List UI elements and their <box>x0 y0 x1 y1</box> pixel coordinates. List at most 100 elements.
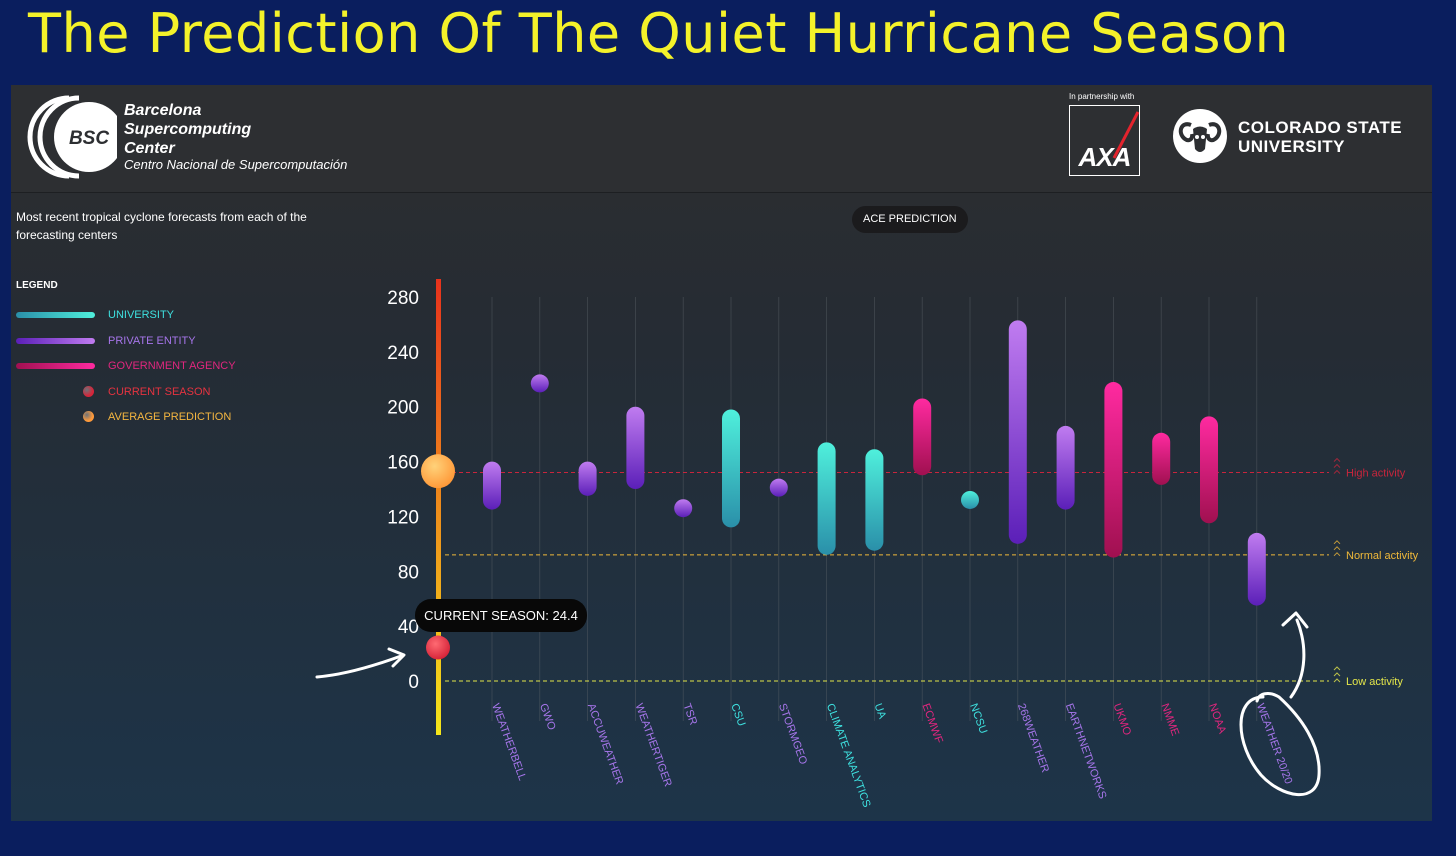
x-tick-label: UKMO <box>1111 702 1134 738</box>
chevron-stroke <box>1333 666 1341 671</box>
hand-drawn-circle <box>1239 692 1321 796</box>
ace-chart: High activity Normal activity Low activity… <box>315 279 1419 809</box>
chevron-stroke <box>1333 552 1341 557</box>
csu-name: COLORADO STATE UNIVERSITY <box>1238 118 1402 156</box>
forecast-bar <box>865 449 884 551</box>
partnership-note: In partnership with <box>1069 92 1135 101</box>
legend-item[interactable]: CURRENT SEASON <box>16 384 276 400</box>
forecast-bar <box>1247 532 1266 606</box>
chevron-stroke <box>1333 672 1341 677</box>
y-tick-label: 120 <box>387 507 419 528</box>
hand-drawn-arrow <box>1289 618 1306 699</box>
legend-item[interactable]: PRIVATE ENTITY <box>16 333 276 349</box>
y-tick-label: 80 <box>398 562 419 583</box>
csu-name-line: COLORADO STATE <box>1238 118 1403 137</box>
current-season-marker <box>426 635 450 660</box>
header-bar: BSC Barcelona Supercomputing Center Cent… <box>11 85 1432 193</box>
forecast-bar <box>913 398 932 476</box>
bsc-name-line: Supercomputing <box>124 121 252 138</box>
legend-label: AVERAGE PREDICTION <box>108 411 232 423</box>
current-season-tooltip: CURRENT SEASON: 24.4 <box>415 599 587 632</box>
forecast-bar <box>1152 432 1171 485</box>
legend-swatch <box>16 338 95 344</box>
threshold-label: Low activity <box>1346 676 1403 688</box>
y-tick-label: 280 <box>387 288 419 309</box>
ace-prediction-badge[interactable]: ACE PREDICTION <box>852 206 968 233</box>
x-tick-label: NMME <box>1158 702 1181 738</box>
axa-logo: AXA <box>1069 105 1140 176</box>
average-prediction-marker <box>421 454 455 489</box>
hand-drawn-arrowhead <box>1281 611 1309 629</box>
forecast-bar <box>722 409 740 528</box>
slide-title: The Prediction Of The Quiet Hurricane Se… <box>28 2 1290 65</box>
chevron-up-icon <box>1333 540 1341 557</box>
csu-name-line: UNIVERSITY <box>1238 137 1346 156</box>
bsc-logo-text: BSC <box>69 128 109 149</box>
chevron-up-icon <box>1333 457 1341 474</box>
legend-swatch <box>16 363 95 369</box>
legend-swatch <box>83 411 94 422</box>
bsc-logo-icon: BSC <box>27 95 117 179</box>
legend-item[interactable]: GOVERNMENT AGENCY <box>16 358 276 374</box>
x-tick-label: CLIMATE ANALYTICS <box>824 702 873 809</box>
legend-title: LEGEND <box>16 280 58 291</box>
chevron-stroke <box>1333 469 1341 474</box>
legend-label: UNIVERSITY <box>108 309 175 321</box>
legend-swatch <box>16 312 95 318</box>
threshold-label: Normal activity <box>1346 550 1419 562</box>
chevron-stroke <box>1333 463 1341 468</box>
axa-slash-icon <box>1112 111 1139 159</box>
legend-label: PRIVATE ENTITY <box>108 335 196 347</box>
bsc-subtitle: Centro Nacional de Supercomputación <box>124 157 348 172</box>
bsc-name: Barcelona Supercomputing Center <box>124 101 251 158</box>
hand-drawn-arrow <box>315 654 403 679</box>
threshold-label: High activity <box>1346 468 1406 480</box>
forecast-point <box>961 490 979 509</box>
x-tick-label: NCSU <box>967 702 989 735</box>
hand-drawn-arrowhead <box>387 647 406 668</box>
forecast-panel: BSC Barcelona Supercomputing Center Cent… <box>11 85 1432 821</box>
bsc-name-line: Barcelona <box>124 102 202 119</box>
x-tick-label: WEATHERTIGER <box>633 702 674 788</box>
chevron-stroke <box>1333 540 1341 545</box>
legend-label: GOVERNMENT AGENCY <box>108 360 236 372</box>
x-tick-label: 268WEATHER <box>1015 702 1051 774</box>
x-tick-label: UA <box>872 702 889 721</box>
legend-swatch <box>83 386 94 397</box>
x-tick-label: WEATHERBELL <box>489 702 528 782</box>
forecast-bar <box>578 461 597 496</box>
x-tick-label: EARTHNETWORKS <box>1063 702 1109 801</box>
forecast-bar <box>483 461 501 510</box>
forecast-point <box>769 478 788 497</box>
forecast-bar <box>626 406 645 489</box>
axa-logo-text: AXA <box>1078 142 1132 172</box>
y-tick-label: 160 <box>387 453 419 474</box>
legend-label: CURRENT SEASON <box>108 386 211 398</box>
x-tick-label: ACCUWEATHER <box>585 702 625 786</box>
chart-subtitle: Most recent tropical cyclone forecasts f… <box>16 210 307 242</box>
legend-item[interactable]: UNIVERSITY <box>16 307 276 323</box>
y-tick-label: 0 <box>408 672 419 693</box>
x-tick-label: NOAA <box>1206 702 1228 736</box>
forecast-point <box>674 499 693 518</box>
tooltip-text: CURRENT SEASON: 24.4 <box>424 608 578 623</box>
y-tick-label: 40 <box>398 617 419 638</box>
forecast-bar <box>1200 416 1218 524</box>
forecast-bar <box>1056 425 1075 510</box>
forecast-bar <box>1008 320 1027 544</box>
forecast-bar <box>1104 382 1123 558</box>
x-tick-label: ECMWF <box>919 702 945 745</box>
tooltip-box <box>415 599 587 632</box>
chevron-stroke <box>1333 678 1341 683</box>
bsc-name-line: Center <box>124 140 175 157</box>
legend-item[interactable]: AVERAGE PREDICTION <box>16 409 276 425</box>
y-tick-label: 240 <box>387 343 419 364</box>
chevron-stroke <box>1333 457 1341 462</box>
chevron-up-icon <box>1333 666 1341 683</box>
forecast-point <box>530 374 549 393</box>
csu-ram-icon <box>1173 109 1227 163</box>
y-tick-label: 200 <box>387 398 419 419</box>
forecast-bar <box>817 442 836 555</box>
chevron-stroke <box>1333 546 1341 551</box>
x-tick-label: STORMGEO <box>776 702 809 767</box>
